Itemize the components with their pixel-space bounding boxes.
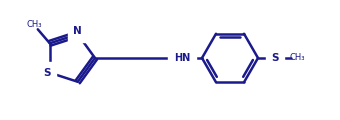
Text: CH₃: CH₃ bbox=[289, 54, 305, 63]
Text: S: S bbox=[271, 53, 279, 63]
Text: HN: HN bbox=[174, 53, 190, 63]
Text: S: S bbox=[43, 68, 51, 78]
Text: N: N bbox=[73, 26, 82, 36]
Text: CH₃: CH₃ bbox=[26, 20, 41, 29]
